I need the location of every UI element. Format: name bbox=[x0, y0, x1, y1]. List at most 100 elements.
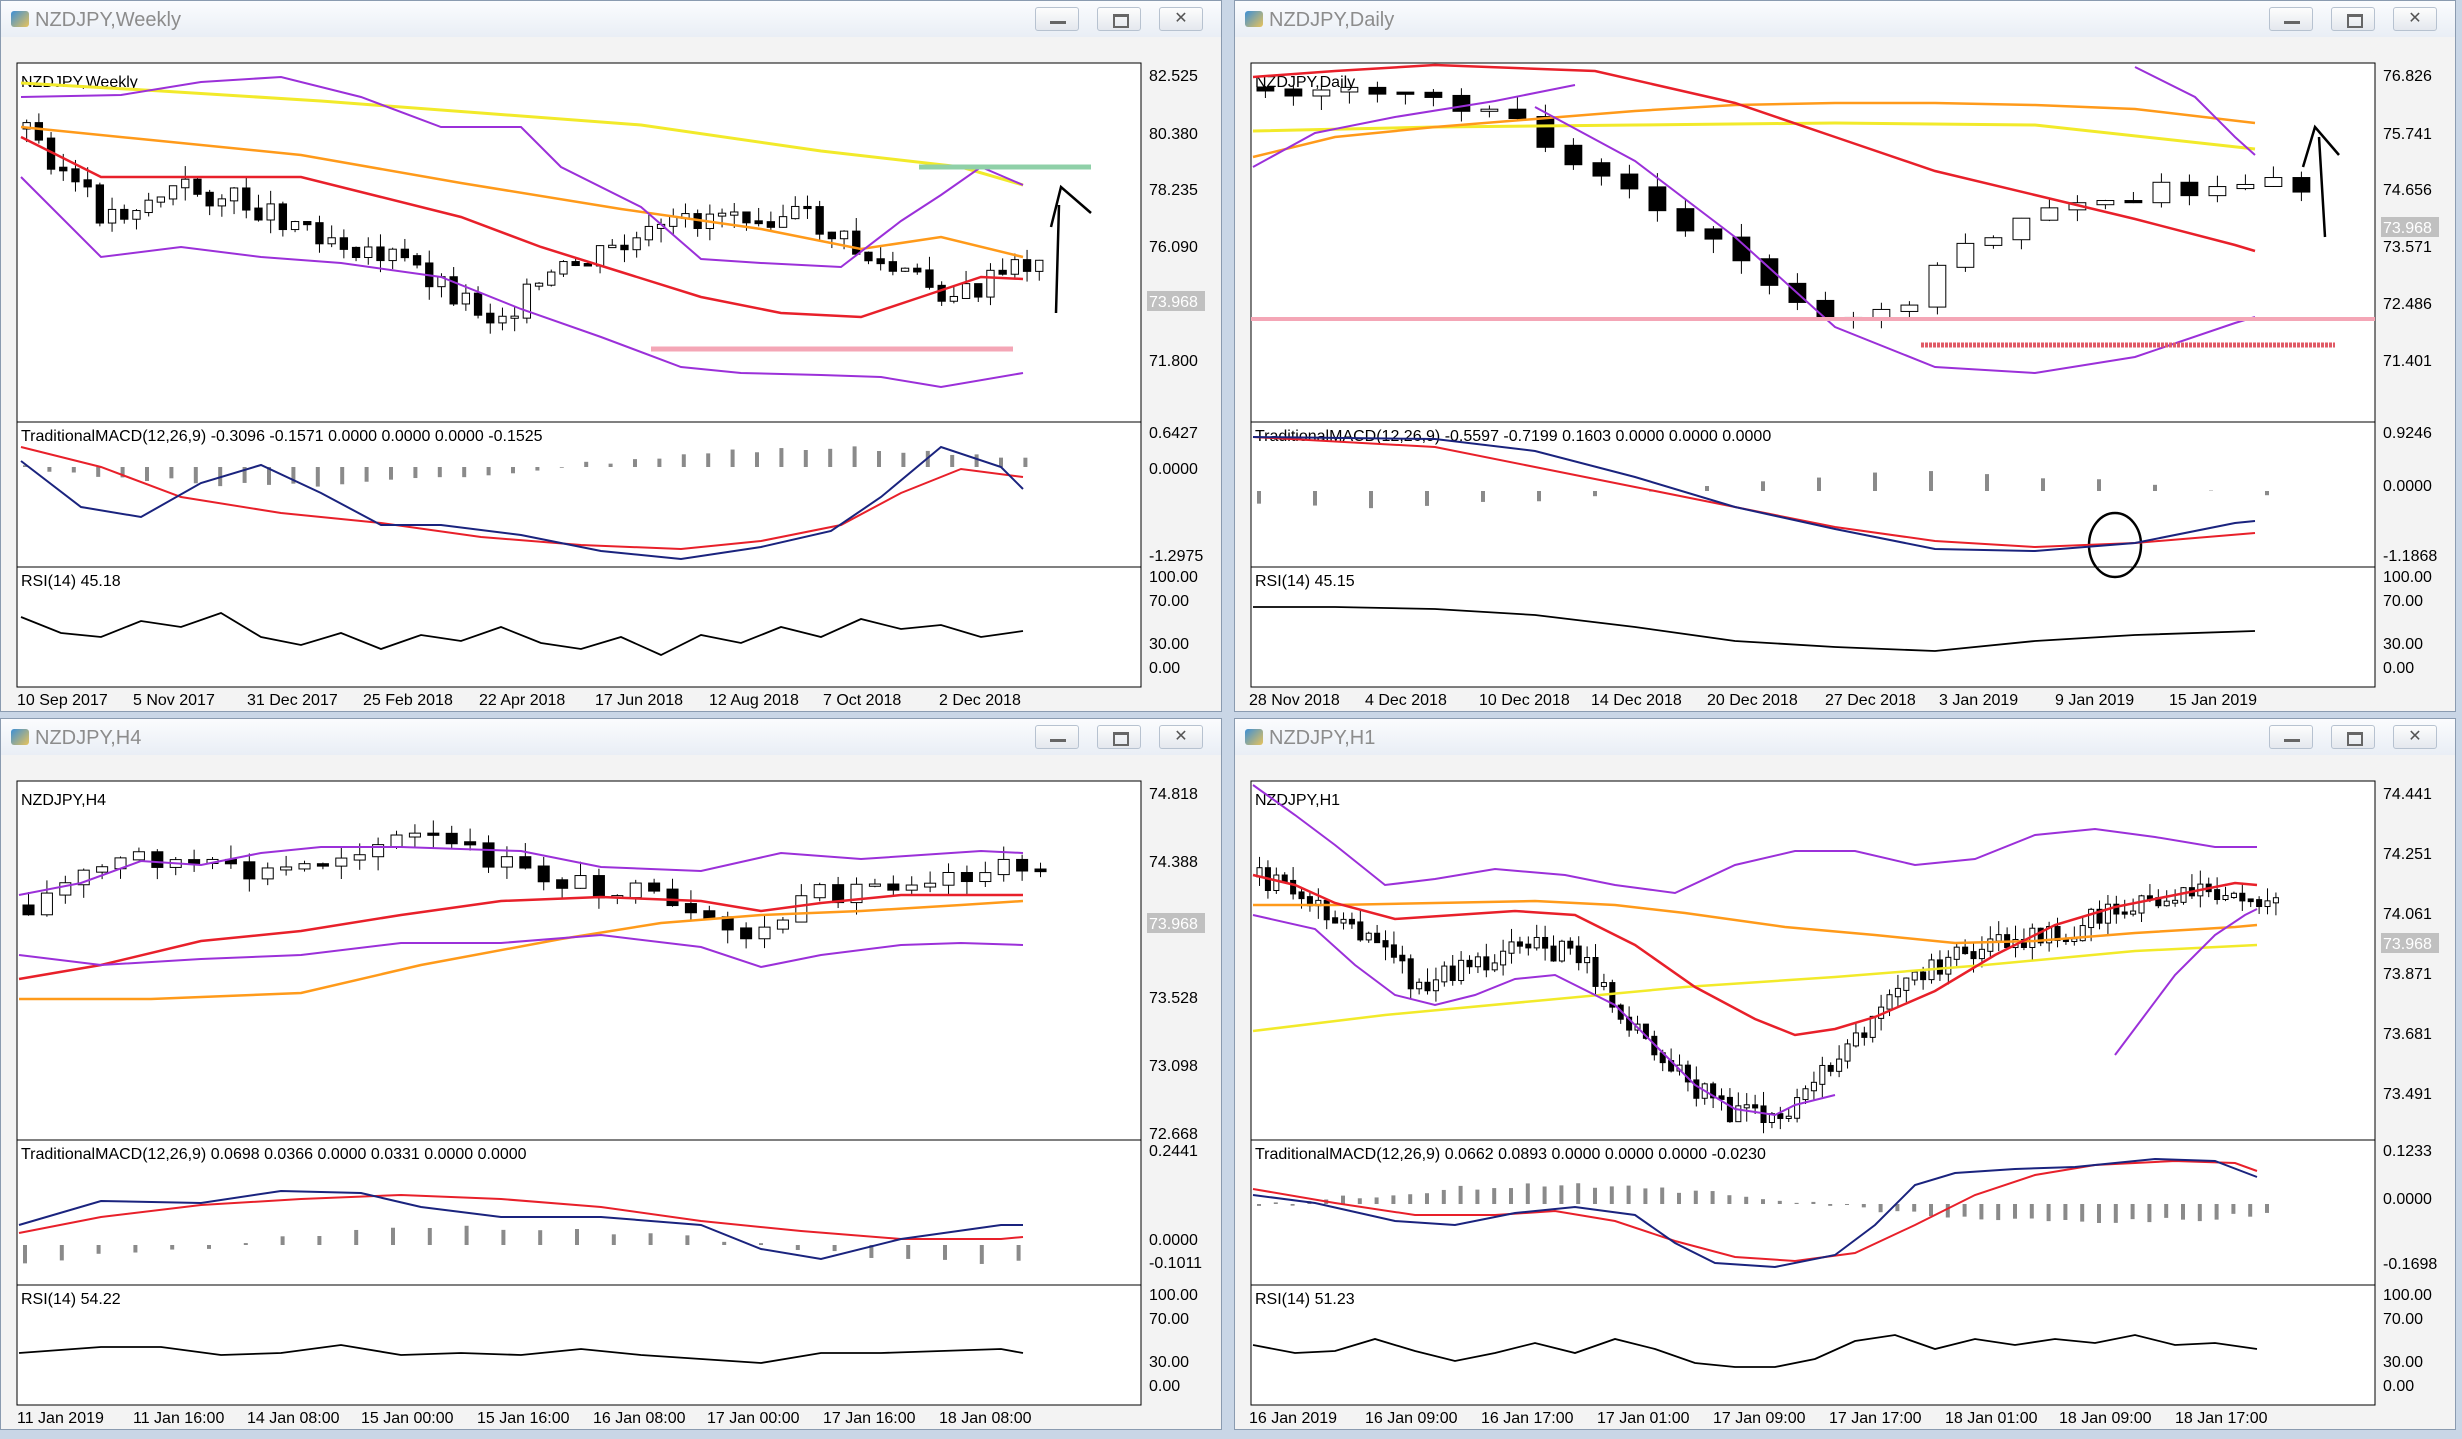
candle bbox=[2124, 200, 2143, 204]
candle bbox=[181, 178, 190, 189]
close-button[interactable]: ✕ bbox=[2393, 7, 2437, 31]
histogram-bar bbox=[23, 1245, 27, 1264]
histogram-bar bbox=[1945, 1204, 1950, 1218]
close-button[interactable]: ✕ bbox=[1159, 725, 1203, 749]
histogram-bar bbox=[1912, 1204, 1917, 1212]
candle bbox=[254, 207, 263, 221]
candle bbox=[758, 926, 771, 940]
window-title: NZDJPY,Daily bbox=[1269, 9, 1395, 31]
minimize-button[interactable] bbox=[2269, 725, 2313, 749]
candle bbox=[461, 292, 471, 305]
rsi-tick: 70.00 bbox=[2383, 1311, 2423, 1328]
chart-window-h1[interactable]: NZDJPY,H1 ✕ NZDJPY,H1 TraditionalMACD(12… bbox=[1234, 718, 2456, 1430]
histogram-bar bbox=[1313, 491, 1317, 506]
histogram-bar bbox=[1929, 471, 1933, 491]
chart-window-icon bbox=[11, 729, 29, 745]
candle bbox=[1816, 299, 1835, 320]
histogram-bar bbox=[1649, 491, 1653, 492]
histogram-bar bbox=[1408, 1194, 1413, 1204]
window-titlebar[interactable]: NZDJPY,H4 ✕ bbox=[1, 719, 1221, 755]
candle bbox=[1466, 959, 1473, 968]
candle bbox=[608, 244, 617, 249]
histogram-bar bbox=[1677, 1192, 1681, 1204]
chart-canvas[interactable]: NZDJPY,Daily TraditionalMACD(12,26,9) -0… bbox=[1235, 37, 2455, 711]
histogram-bar bbox=[1705, 486, 1709, 491]
candle bbox=[839, 230, 849, 240]
date-tick: 9 Jan 2019 bbox=[2055, 692, 2134, 709]
maximize-button[interactable] bbox=[1097, 725, 1141, 749]
current-price-label: 73.968 bbox=[1149, 294, 1198, 311]
chart-area[interactable]: NZDJPY,Daily TraditionalMACD(12,26,9) -0… bbox=[1235, 37, 2455, 711]
maximize-button[interactable] bbox=[2331, 7, 2375, 31]
histogram-bar bbox=[2265, 1204, 2269, 1213]
candle bbox=[868, 883, 881, 887]
maximize-button[interactable] bbox=[2331, 725, 2375, 749]
chart-window-weekly[interactable]: NZDJPY,Weekly ✕ NZDJPY,Weekly Traditiona… bbox=[0, 0, 1222, 712]
date-tick: 27 Dec 2018 bbox=[1825, 692, 1916, 709]
macd-tick: 0.0000 bbox=[2383, 1191, 2432, 1208]
chart-window-daily[interactable]: NZDJPY,Daily ✕ NZDJPY,Daily TraditionalM… bbox=[1234, 0, 2456, 712]
histogram-bar bbox=[2097, 1204, 2101, 1223]
histogram-bar bbox=[1828, 1204, 1833, 1206]
candle bbox=[1802, 1088, 1809, 1101]
window-titlebar[interactable]: NZDJPY,Daily ✕ bbox=[1235, 1, 2455, 37]
histogram-bar bbox=[2130, 1204, 2135, 1220]
candle bbox=[1852, 1032, 1859, 1047]
candle bbox=[1424, 981, 1431, 992]
minimize-button[interactable] bbox=[1035, 725, 1079, 749]
chart-canvas[interactable]: NZDJPY,Weekly TraditionalMACD(12,26,9) -… bbox=[1, 37, 1221, 711]
close-icon: ✕ bbox=[2408, 728, 2422, 745]
maximize-button[interactable] bbox=[1097, 7, 1141, 31]
chart-window-h4[interactable]: NZDJPY,H4 ✕ NZDJPY,H4 TraditionalMACD(12… bbox=[0, 718, 1222, 1430]
histogram-bar bbox=[633, 459, 637, 467]
candle bbox=[168, 185, 178, 200]
chart-area[interactable]: NZDJPY,H1 TraditionalMACD(12,26,9) 0.066… bbox=[1235, 755, 2455, 1429]
histogram-bar bbox=[950, 454, 955, 467]
price-tick: 72.486 bbox=[2383, 296, 2432, 313]
candle bbox=[778, 216, 788, 228]
window-titlebar[interactable]: NZDJPY,H1 ✕ bbox=[1235, 719, 2455, 755]
chart-area[interactable]: NZDJPY,Weekly TraditionalMACD(12,26,9) -… bbox=[1, 37, 1221, 711]
candle bbox=[2152, 181, 2171, 204]
chart-canvas[interactable]: NZDJPY,H1 TraditionalMACD(12,26,9) 0.066… bbox=[1235, 755, 2455, 1429]
minimize-button[interactable] bbox=[2269, 7, 2313, 31]
candle bbox=[1710, 1083, 1717, 1099]
histogram-bar bbox=[1257, 491, 1261, 504]
macd-label: TraditionalMACD(12,26,9) -0.5597 -0.7199… bbox=[1255, 428, 1771, 445]
date-tick: 15 Jan 16:00 bbox=[477, 1410, 570, 1427]
candle bbox=[1458, 959, 1465, 982]
histogram-bar bbox=[1374, 1197, 1379, 1204]
candle bbox=[445, 832, 458, 845]
macd-signal-line bbox=[1252, 1159, 2258, 1263]
candle bbox=[2079, 925, 2086, 942]
candle bbox=[144, 199, 153, 214]
candle bbox=[876, 258, 885, 265]
histogram-bar bbox=[1559, 1185, 1564, 1204]
minimize-button[interactable] bbox=[1035, 7, 1079, 31]
candle bbox=[979, 872, 992, 883]
histogram-bar bbox=[1609, 1186, 1614, 1204]
candle bbox=[1936, 959, 1943, 975]
window-titlebar[interactable]: NZDJPY,Weekly ✕ bbox=[1, 1, 1221, 37]
histogram-bar bbox=[730, 449, 735, 467]
candle bbox=[997, 858, 1010, 876]
macd-histogram bbox=[1257, 1183, 2269, 1223]
candle bbox=[266, 203, 275, 221]
chart-area[interactable]: NZDJPY,H4 TraditionalMACD(12,26,9) 0.069… bbox=[1, 755, 1221, 1429]
histogram-bar bbox=[133, 1245, 138, 1253]
date-tick: 18 Jan 01:00 bbox=[1945, 1410, 2038, 1427]
chart-canvas[interactable]: NZDJPY,H4 TraditionalMACD(12,26,9) 0.069… bbox=[1, 755, 1221, 1429]
rsi-tick: 100.00 bbox=[1149, 1287, 1198, 1304]
price-candles bbox=[22, 820, 1047, 949]
close-button[interactable]: ✕ bbox=[2393, 725, 2437, 749]
candle bbox=[364, 246, 373, 259]
ma-slow-line bbox=[1252, 121, 2256, 151]
candle bbox=[376, 246, 385, 262]
candle bbox=[522, 283, 532, 319]
candle bbox=[188, 859, 201, 864]
close-button[interactable]: ✕ bbox=[1159, 7, 1203, 31]
histogram-bar bbox=[120, 467, 125, 478]
histogram-bar bbox=[1481, 491, 1485, 502]
candle bbox=[815, 206, 824, 235]
macd-tick: -0.1698 bbox=[2383, 1256, 2437, 1273]
